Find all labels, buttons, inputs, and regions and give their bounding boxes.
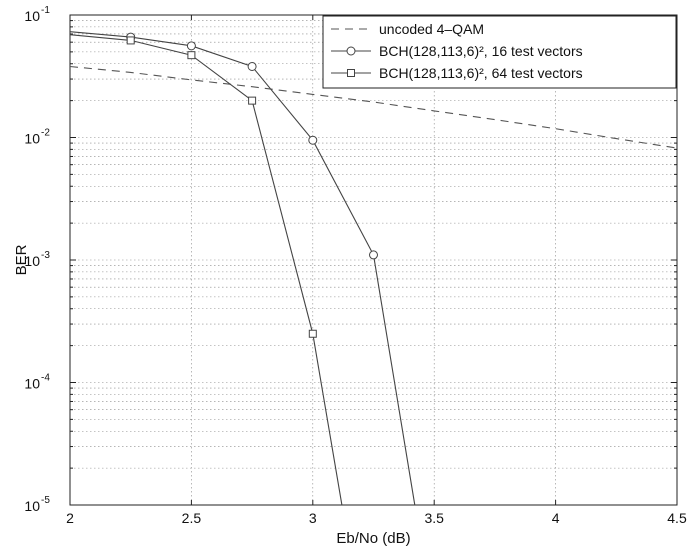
series-line	[69, 31, 416, 506]
x-tick-label: 3	[309, 510, 317, 526]
x-tick-label: 2	[66, 510, 74, 526]
data-point-marker	[308, 135, 318, 145]
y-tick-exponent: -4	[41, 373, 50, 384]
y-tick-base: 10	[24, 131, 40, 147]
series-line	[69, 65, 678, 149]
series-1	[69, 65, 678, 149]
y-tick-label: 10 -1	[24, 5, 50, 24]
y-tick-labels: 10-110-210-310-410-5	[24, 5, 50, 514]
x-tick-label: 3.5	[424, 510, 444, 526]
data-point-marker	[248, 96, 257, 105]
legend-label: uncoded 4–QAM	[379, 21, 484, 37]
y-tick-label: 10 -4	[24, 373, 50, 392]
legend-label: BCH(128,113,6)², 64 test vectors	[379, 65, 583, 81]
x-tick-labels: 2 2.5 3 3.5 4 4.5	[66, 510, 687, 526]
series-line	[69, 34, 343, 506]
x-tick-label: 4	[552, 510, 560, 526]
x-tick-label: 2.5	[182, 510, 202, 526]
y-tick-label: 10 -5	[24, 495, 50, 514]
y-tick-base: 10	[24, 376, 40, 392]
y-tick-exponent: -1	[41, 5, 50, 16]
y-tick-base: 10	[24, 8, 40, 24]
x-tick-label: 4.5	[667, 510, 687, 526]
data-point-marker	[187, 51, 196, 60]
grid	[70, 15, 677, 505]
y-tick-label: 10 -2	[24, 128, 50, 147]
legend-entry: BCH(128,113,6)², 16 test vectors	[331, 43, 583, 59]
y-tick-base: 10	[24, 253, 40, 269]
data-point-marker	[369, 250, 378, 260]
legend: uncoded 4–QAM BCH(128,113,6)², 16 test ve…	[322, 15, 677, 89]
legend-label: BCH(128,113,6)², 16 test vectors	[379, 43, 583, 59]
data-point-marker	[247, 61, 257, 71]
legend-marker	[346, 46, 356, 56]
legend-entry: BCH(128,113,6)², 64 test vectors	[331, 65, 583, 81]
series-3	[69, 34, 343, 506]
y-axis-label: BER	[13, 244, 30, 275]
y-tick-exponent: -5	[41, 495, 50, 506]
series-layer	[69, 31, 678, 506]
legend-entry: uncoded 4–QAM	[331, 21, 484, 37]
data-point-marker	[126, 36, 135, 45]
data-point-marker	[186, 41, 196, 51]
y-tick-exponent: -3	[41, 250, 50, 261]
y-tick-exponent: -2	[41, 128, 50, 139]
series-2	[69, 31, 416, 506]
data-point-marker	[308, 329, 317, 338]
x-axis-label: Eb/No (dB)	[336, 530, 410, 547]
legend-marker	[347, 69, 355, 77]
legend-box	[322, 15, 677, 89]
y-tick-base: 10	[24, 498, 40, 514]
y-tick-label: 10 -3	[24, 250, 50, 269]
